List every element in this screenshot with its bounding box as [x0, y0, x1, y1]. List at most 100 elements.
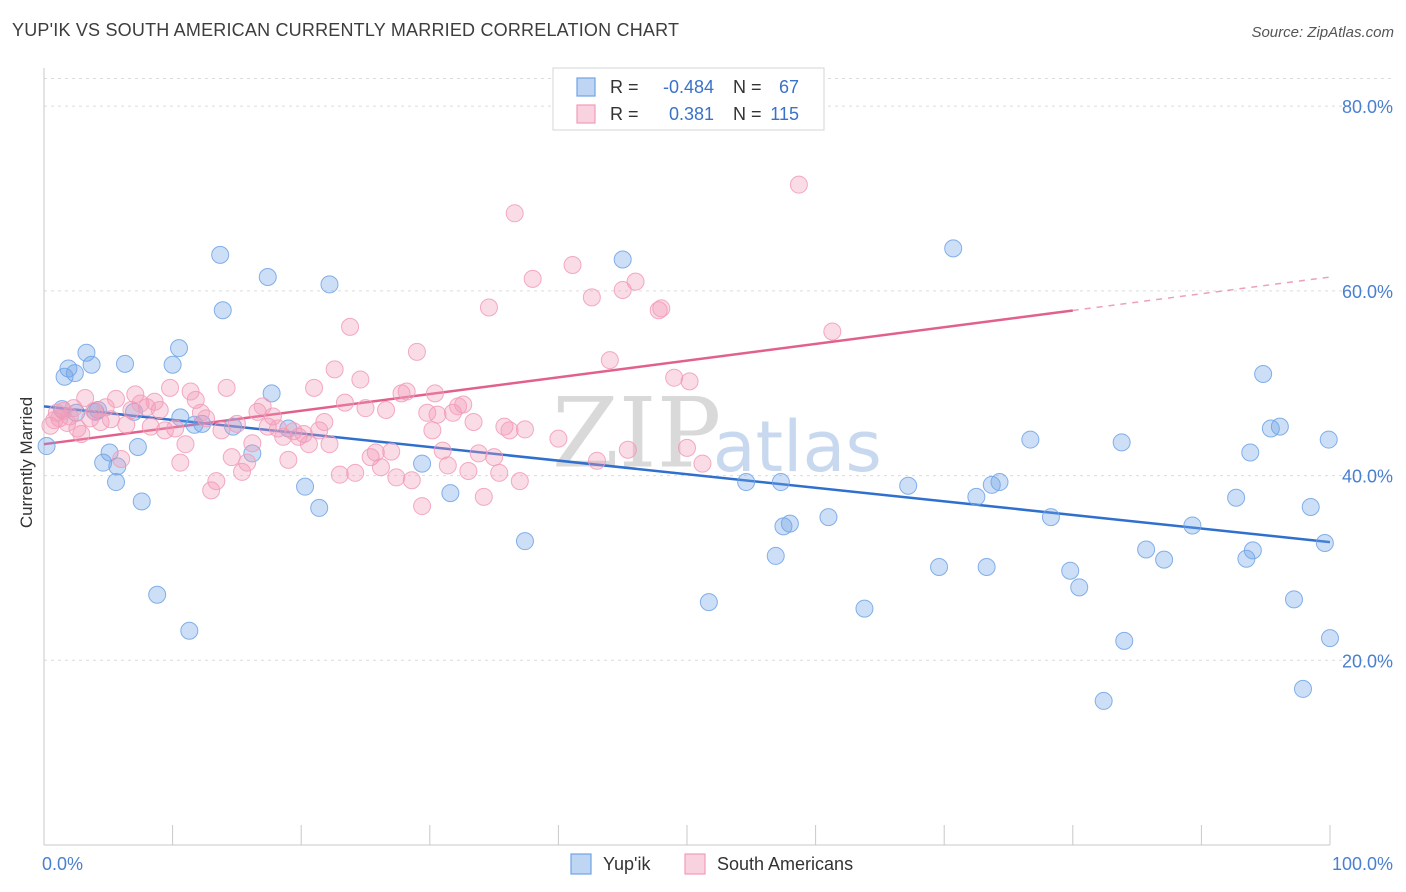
- south-american-point: [789, 175, 808, 194]
- yupik-point: [1227, 488, 1246, 507]
- south-american-point: [150, 401, 169, 420]
- watermark-zip: ZIP: [552, 377, 721, 489]
- south-american-point: [407, 342, 426, 361]
- yupik-point: [1112, 433, 1131, 452]
- legend-r-value: 0.381: [669, 104, 714, 124]
- yupik-point: [37, 437, 56, 456]
- south-american-point: [652, 299, 671, 318]
- yupik-point: [170, 339, 189, 358]
- yupik-point: [211, 245, 230, 264]
- yupik-point: [780, 514, 799, 533]
- legend-n-label: N =: [733, 104, 762, 124]
- yupik-point: [1241, 443, 1260, 462]
- south-american-point: [112, 449, 131, 468]
- south-american-point: [459, 461, 478, 480]
- south-american-point: [238, 453, 257, 472]
- south-american-point: [141, 417, 160, 436]
- yupik-point: [59, 359, 78, 378]
- yupik-point: [819, 508, 838, 527]
- yupik-point: [967, 487, 986, 506]
- south-american-point: [325, 360, 344, 379]
- yupik-point: [243, 444, 262, 463]
- series-legend: Yup'ik South Americans: [570, 853, 853, 875]
- legend-swatch: [576, 77, 596, 97]
- yupik-point: [180, 621, 199, 640]
- south-american-point: [279, 450, 298, 469]
- yupik-point: [1070, 578, 1089, 597]
- south-american-point: [454, 395, 473, 414]
- south-american-point: [680, 372, 699, 391]
- yupik-point: [82, 355, 101, 374]
- yupik-point: [977, 558, 996, 577]
- yupik-point: [213, 301, 232, 320]
- south-american-point: [64, 399, 83, 418]
- south-american-point: [299, 435, 318, 454]
- yupik-point: [1243, 541, 1262, 560]
- south-american-point: [485, 448, 504, 467]
- legend-r-value: -0.484: [663, 77, 714, 97]
- south-american-point: [618, 440, 637, 459]
- yupik-point: [990, 473, 1009, 492]
- gridlines: [44, 77, 1392, 661]
- yupik-point: [1270, 417, 1289, 436]
- south-american-point: [227, 414, 246, 433]
- south-american-point: [523, 269, 542, 288]
- legend-swatch: [576, 104, 596, 124]
- yupik-point: [262, 384, 281, 403]
- yupik-point: [77, 343, 96, 362]
- south-american-point: [464, 413, 483, 432]
- south-american-point: [823, 322, 842, 341]
- yupik-point: [1137, 540, 1156, 559]
- south-american-point: [413, 497, 432, 516]
- south-american-point: [107, 389, 126, 408]
- yupik-point: [1021, 430, 1040, 449]
- yupik-point: [855, 599, 874, 618]
- yupik-point: [1094, 691, 1113, 710]
- yupik-point: [94, 453, 113, 472]
- south-american-point: [469, 444, 488, 463]
- x-tick-label: 100.0%: [1332, 854, 1393, 874]
- south-american-point: [263, 407, 282, 426]
- south-american-point: [346, 463, 365, 482]
- south-american-point: [171, 453, 190, 472]
- legend-n-value: 115: [770, 104, 799, 124]
- south-american-point: [126, 385, 145, 404]
- south-american-point: [626, 272, 645, 291]
- y-axis-label: Currently Married: [17, 397, 36, 528]
- yupik-point: [132, 492, 151, 511]
- south-american-point: [161, 378, 180, 397]
- yupik-point: [1155, 550, 1174, 569]
- south-american-point: [649, 301, 668, 320]
- yupik-point: [1284, 590, 1303, 609]
- yupik-point: [1321, 629, 1339, 648]
- legend-r-label: R =: [610, 104, 639, 124]
- south-american-point: [505, 204, 524, 223]
- yupik-point: [899, 476, 918, 495]
- yupik-point: [1254, 365, 1273, 383]
- y-tick-label: 20.0%: [1342, 651, 1393, 671]
- yupik-point: [613, 250, 632, 269]
- yupik-point: [930, 558, 949, 577]
- yupik-point: [699, 593, 718, 612]
- chart-title: YUP'IK VS SOUTH AMERICAN CURRENTLY MARRI…: [12, 20, 680, 40]
- south-american-point: [428, 405, 447, 424]
- south-american-point: [425, 384, 444, 403]
- south-american-point: [101, 410, 120, 429]
- yupik-point: [944, 239, 963, 258]
- south-american-point: [387, 468, 406, 487]
- series-legend-label: South Americans: [717, 854, 853, 874]
- south-american-point: [76, 389, 95, 408]
- south-american-point: [587, 451, 606, 470]
- south-american-point: [500, 421, 519, 440]
- yupik-point: [737, 473, 756, 492]
- south-american-point: [72, 425, 91, 444]
- south-american-point: [202, 481, 221, 500]
- yupik-point: [163, 355, 182, 374]
- yupik-point: [128, 437, 147, 456]
- yupik-point: [441, 484, 460, 503]
- south-american-point: [335, 393, 354, 412]
- south-american-point: [330, 465, 349, 484]
- source-label: Source: ZipAtlas.com: [1251, 24, 1394, 41]
